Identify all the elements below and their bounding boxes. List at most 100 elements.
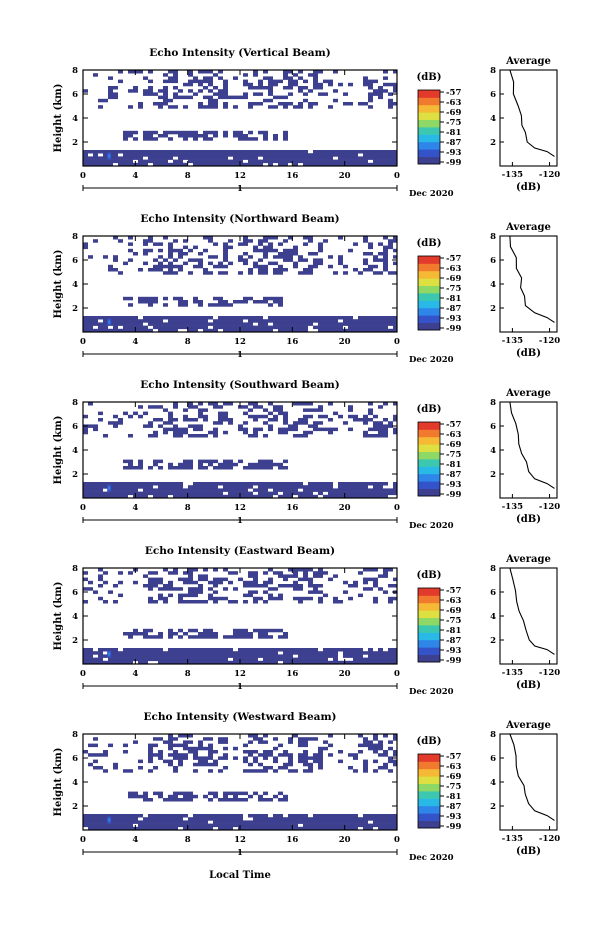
heatmap-cell (93, 657, 98, 662)
heatmap-cell (248, 296, 253, 301)
heatmap-cell (163, 236, 168, 240)
heatmap-cell (178, 491, 183, 496)
heatmap-cell (313, 648, 318, 652)
heatmap-cell (193, 746, 198, 751)
heatmap-cell (98, 660, 103, 664)
heatmap-cell (233, 319, 238, 323)
heatmap-cell (173, 648, 178, 652)
heatmap-cell (308, 73, 313, 77)
heatmap-cell (263, 660, 268, 664)
heatmap-cell (138, 632, 143, 636)
heatmap-cell (263, 798, 268, 802)
heatmap-cell (353, 580, 358, 585)
heatmap-cell (303, 568, 308, 572)
heatmap-cell (233, 651, 238, 655)
heatmap-cell (183, 303, 188, 307)
heatmap-cell (173, 325, 178, 330)
heatmap-cell (363, 239, 368, 243)
heatmap-cell (313, 753, 318, 757)
heatmap-cell (198, 261, 203, 266)
heatmap-cell (388, 823, 393, 828)
heatmap-cell (228, 159, 233, 164)
heatmap-cell (183, 743, 188, 748)
heatmap-cell (203, 814, 208, 818)
heatmap-cell (368, 743, 373, 748)
heatmap-cell (158, 737, 163, 741)
x-tick-label: 4 (132, 337, 138, 347)
heatmap-cell (123, 137, 128, 141)
heatmap-cell (378, 271, 383, 275)
heatmap-cell-strong (108, 486, 111, 490)
heatmap-cell (178, 162, 183, 166)
heatmap-cell (218, 657, 223, 662)
heatmap-cell (168, 587, 173, 591)
heatmap-cell (238, 817, 243, 821)
heatmap-cell (148, 239, 153, 243)
heatmap-cell (163, 826, 168, 830)
heatmap-cell (318, 482, 323, 486)
heatmap-cell (273, 156, 278, 160)
heatmap-cell (168, 654, 173, 658)
day-marker: 1 (237, 184, 243, 194)
heatmap-cell (218, 798, 223, 802)
heatmap-cell (213, 648, 218, 652)
y-axis-label: Height (km) (53, 748, 64, 817)
heatmap-cell (123, 261, 128, 266)
heatmap-cell (153, 325, 158, 330)
heatmap-cell (283, 750, 288, 754)
colorbar-unit: (dB) (417, 570, 442, 581)
heatmap-cell (343, 814, 348, 818)
heatmap-cell (338, 414, 343, 419)
heatmap-cell (318, 746, 323, 751)
heatmap-cell (163, 430, 168, 435)
heatmap-cell (203, 746, 208, 751)
heatmap-cell (188, 826, 193, 830)
heatmap-cell (293, 769, 298, 773)
heatmap-cell (323, 92, 328, 96)
heatmap-cell (163, 482, 168, 486)
heatmap-cell (228, 571, 233, 575)
heatmap-cell (168, 740, 173, 744)
heatmap-cell (263, 740, 268, 744)
heatmap-cell (323, 817, 328, 821)
heatmap-cell (133, 794, 138, 799)
heatmap-cell (103, 753, 108, 757)
heatmap-cell (153, 494, 158, 498)
heatmap-cell (128, 791, 133, 796)
heatmap-cell (393, 316, 397, 320)
heatmap-cell (328, 743, 333, 748)
heatmap-cell (158, 596, 163, 601)
heatmap-cell (108, 826, 113, 830)
heatmap-cell (383, 820, 388, 824)
heatmap-cell (268, 248, 273, 253)
heatmap-cell (163, 600, 168, 604)
heatmap-cell (173, 322, 178, 326)
heatmap-cell (313, 488, 318, 492)
heatmap-cell (308, 657, 313, 662)
heatmap-cell (298, 402, 303, 406)
heatmap-cell (223, 156, 228, 160)
colorbar-segment (418, 588, 440, 596)
heatmap-cell (123, 823, 128, 828)
heatmap-cell (148, 137, 153, 141)
heatmap-cell (128, 491, 133, 496)
heatmap-cell (258, 162, 263, 166)
heatmap-cell (158, 587, 163, 591)
heatmap-cell (313, 325, 318, 330)
heatmap-cell (213, 820, 218, 824)
heatmap-cell (268, 577, 273, 582)
heatmap-cell (293, 427, 298, 432)
heatmap-cell (288, 660, 293, 664)
heatmap-cell (208, 430, 213, 435)
heatmap-cell (383, 434, 388, 438)
heatmap-cell (213, 134, 218, 138)
heatmap-cell (143, 628, 148, 633)
heatmap-cell (278, 628, 283, 633)
heatmap-cell (318, 316, 323, 320)
heatmap-cell (133, 130, 138, 135)
heatmap-cell (208, 791, 213, 796)
heatmap-cell (208, 89, 213, 93)
heatmap-cell (368, 427, 373, 432)
heatmap-cell (208, 593, 213, 598)
heatmap-cell (258, 762, 263, 767)
